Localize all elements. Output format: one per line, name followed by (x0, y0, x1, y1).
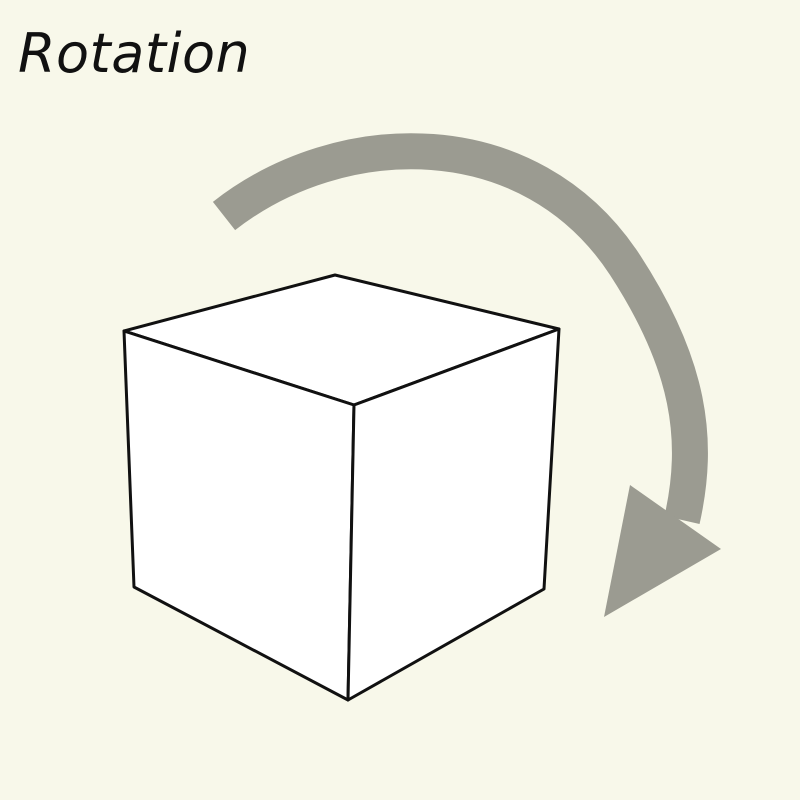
cube-right-face (346, 327, 561, 702)
rotation-arrow-shaft (212, 133, 708, 524)
rotation-arrow-icon (212, 133, 721, 617)
rotation-arrow-head (604, 485, 721, 617)
page-title: Rotation (18, 22, 251, 85)
cube-icon (122, 273, 561, 702)
